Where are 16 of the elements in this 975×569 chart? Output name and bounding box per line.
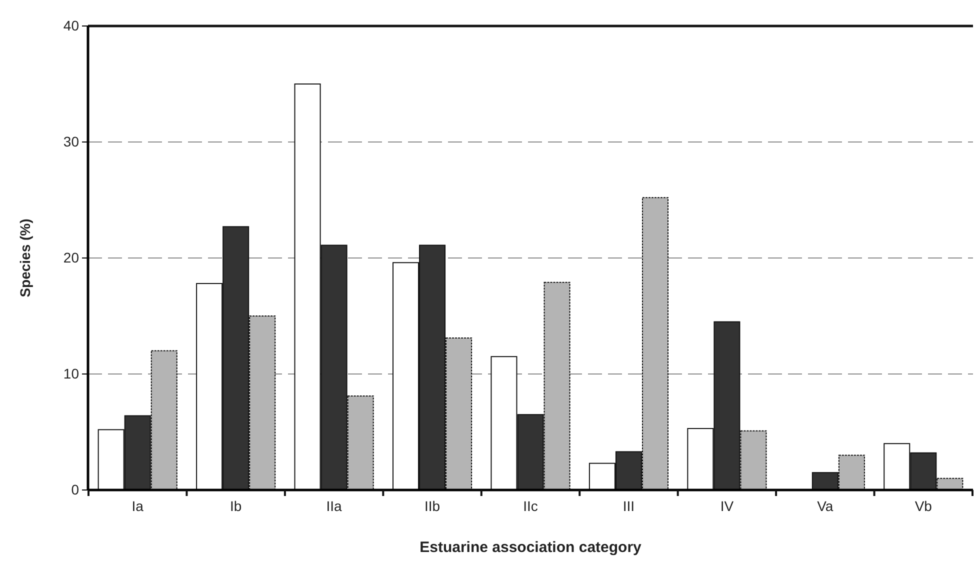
x-axis-title: Estuarine association category [420,539,642,556]
x-tick-label: Ia [132,498,144,514]
y-tick-label: 0 [71,481,80,498]
y-axis-title: Species (%) [17,218,33,298]
x-tick-label: Va [817,498,834,514]
x-tick-label: Vb [914,498,932,514]
x-tick-label: IV [720,498,734,514]
x-tick-label: III [622,498,635,514]
y-tick-label: 20 [63,249,80,266]
x-tick-label: IIa [326,498,342,514]
x-tick-label: Ib [230,498,242,514]
x-tick-label: IIc [523,498,538,514]
y-tick-label: 30 [63,133,80,150]
y-tick-label: 10 [63,365,80,382]
y-tick-label: 40 [63,17,80,34]
x-tick-label: IIb [424,498,440,514]
